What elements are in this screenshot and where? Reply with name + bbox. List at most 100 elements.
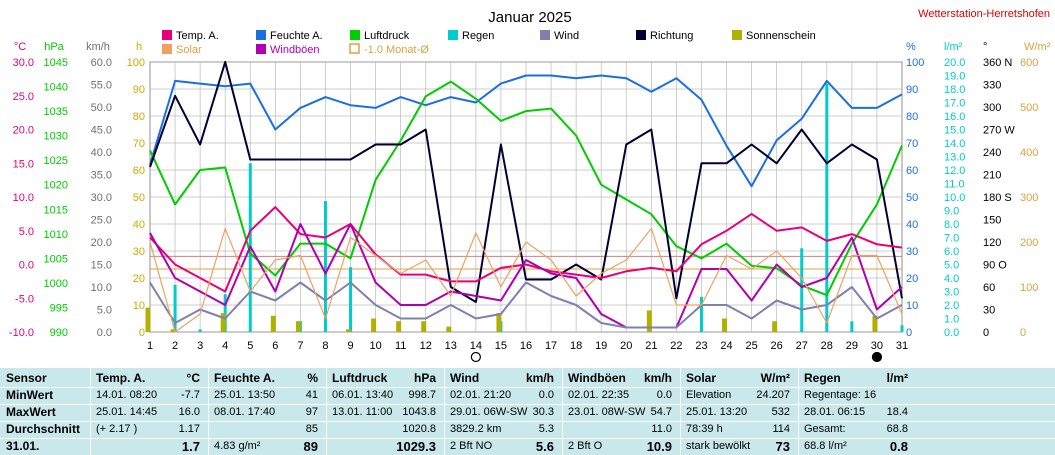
- y-tick-label: 5.0: [19, 226, 34, 238]
- y-tick-label: 40: [906, 219, 918, 231]
- y-tick-label: 1045: [44, 57, 68, 69]
- y-tick-label: 30: [133, 246, 145, 258]
- sunshine-bar: [220, 313, 226, 332]
- stats-column-solar: Solar W/m² Elevation 24.207 25.01. 13:20 532 7…: [680, 368, 798, 455]
- y-tick-label: 0.0: [19, 260, 34, 272]
- y-tick-label: -5.0: [15, 293, 34, 305]
- y-tick-label: 80: [906, 111, 918, 123]
- cell-detail: 68.8 l/m²: [804, 440, 847, 452]
- column-unit: km/h: [525, 371, 554, 385]
- axis-unit: hPa: [44, 41, 64, 53]
- y-tick-label: 50.0: [91, 102, 112, 114]
- table-row: stark bewölkt 73: [680, 438, 798, 455]
- table-row-divider: [0, 438, 1055, 439]
- table-row-divider: [0, 387, 1055, 388]
- stats-column-luftdruck: Luftdruck hPa 06.01. 13:40 998.7 13.01. 11:0…: [326, 368, 444, 455]
- y-tick-label: 45.0: [91, 125, 112, 137]
- table-row: 1.7: [90, 438, 208, 455]
- weather-chart: Januar 2025 Wetterstation-Herretshofen Tem…: [9, 8, 1051, 363]
- column-header: Feuchte A.: [214, 371, 275, 385]
- y-tick-label: 0: [139, 327, 145, 339]
- axis-unit: l/m²: [944, 41, 963, 53]
- y-tick-label: 7.0: [944, 233, 959, 245]
- table-header-row: Wind km/h: [444, 370, 562, 387]
- x-tick-label: 28: [821, 340, 833, 352]
- cell-value: 0.0: [656, 389, 672, 401]
- cell-detail: 06.01. 13:40: [332, 389, 394, 401]
- cell-detail: 25.01. 14:45: [96, 406, 158, 418]
- y-tick-label: 2.0: [944, 300, 959, 312]
- y-tick-label: 11.0: [944, 179, 965, 191]
- cell-detail: 02.01. 21:20: [450, 389, 512, 401]
- table-row: Durchschnitt: [0, 421, 90, 438]
- y-tick-label: 1005: [44, 253, 68, 265]
- table-header-row: Windböen km/h: [562, 370, 680, 387]
- rain-bar: [323, 201, 327, 332]
- cell-value: 5.6: [535, 439, 554, 454]
- sunshine-bar: [772, 321, 778, 332]
- x-tick-label: 15: [495, 340, 507, 352]
- cell-detail: 3829.2 km: [450, 423, 502, 435]
- y-tick-label: 12.0: [944, 165, 965, 177]
- y-tick-label: 4.0: [944, 273, 959, 285]
- cell-detail: Gesamt:: [804, 423, 846, 435]
- table-row: 4.83 g/m² 89: [208, 438, 326, 455]
- y-tick-label: 17.0: [944, 98, 965, 110]
- cell-value: 532: [771, 406, 790, 418]
- legend-swatch: [636, 30, 646, 40]
- rain-bar: [198, 329, 202, 332]
- y-tick-label: 8.0: [944, 219, 959, 231]
- legend-label: Sonnenschein: [746, 30, 816, 42]
- y-tick-label: 100: [1020, 282, 1038, 294]
- cell-value: 30.3: [532, 406, 554, 418]
- x-tick-label: 5: [247, 340, 253, 352]
- table-row: 3829.2 km 5.3: [444, 421, 562, 438]
- table-row: 11.0: [562, 421, 680, 438]
- x-tick-label: 19: [595, 340, 607, 352]
- column-header: Temp. A.: [96, 371, 146, 385]
- legend-label: Regen: [462, 30, 494, 42]
- x-tick-label: 29: [846, 340, 858, 352]
- x-tick-label: 21: [645, 340, 657, 352]
- column-divider: [798, 368, 799, 455]
- row-label: 31.01.: [6, 439, 40, 453]
- column-divider: [326, 368, 327, 455]
- legend-label: Richtung: [650, 30, 693, 42]
- x-tick-label: 20: [620, 340, 632, 352]
- column-unit: l/m²: [886, 371, 908, 385]
- sunshine-bar: [396, 321, 402, 332]
- y-tick-label: 60: [906, 165, 918, 177]
- y-tick-label: 19.0: [944, 71, 965, 83]
- y-tick-label: 50: [133, 192, 145, 204]
- y-tick-label: 20.0: [91, 237, 112, 249]
- table-row: 06.01. 13:40 998.7: [326, 387, 444, 404]
- cell-value: -7.7: [181, 389, 200, 401]
- x-tick-label: 22: [670, 340, 682, 352]
- series-line: [149, 206, 903, 293]
- axis-unit: W/m²: [1024, 41, 1051, 53]
- table-row: 25.01. 14:45 16.0: [90, 404, 208, 421]
- sunshine-bar: [170, 329, 176, 332]
- table-row: 68.8 l/m² 0.8: [798, 438, 916, 455]
- y-tick-label: 35.0: [91, 170, 112, 182]
- table-header-row: Feuchte A.%: [208, 370, 326, 387]
- column-unit: W/m²: [760, 371, 790, 385]
- y-tick-label: 70: [133, 138, 145, 150]
- x-tick-label: 1: [147, 340, 153, 352]
- legend-swatch: [732, 30, 742, 40]
- cell-value: 16.0: [178, 406, 200, 418]
- table-header-row: Solar W/m²: [680, 370, 798, 387]
- axis-unit: km/h: [86, 41, 110, 53]
- y-tick-label: 200: [1020, 237, 1038, 249]
- legend-label: Solar: [176, 44, 202, 56]
- legend-label: -1.0 Monat-Ø: [364, 44, 429, 56]
- y-tick-label: 150: [983, 215, 1001, 227]
- y-tick-label: 50: [906, 192, 918, 204]
- x-tick-label: 14: [470, 340, 482, 352]
- column-header: Luftdruck: [332, 371, 388, 385]
- stats-column-wind: Wind km/h 02.01. 21:20 0.0 29.01. 06W-SW 30.3…: [444, 368, 562, 455]
- table-row: 13.01. 11:00 1043.8: [326, 404, 444, 421]
- x-tick-label: 25: [745, 340, 757, 352]
- legend-label: Wind: [554, 30, 579, 42]
- table-row-divider: [0, 421, 1055, 422]
